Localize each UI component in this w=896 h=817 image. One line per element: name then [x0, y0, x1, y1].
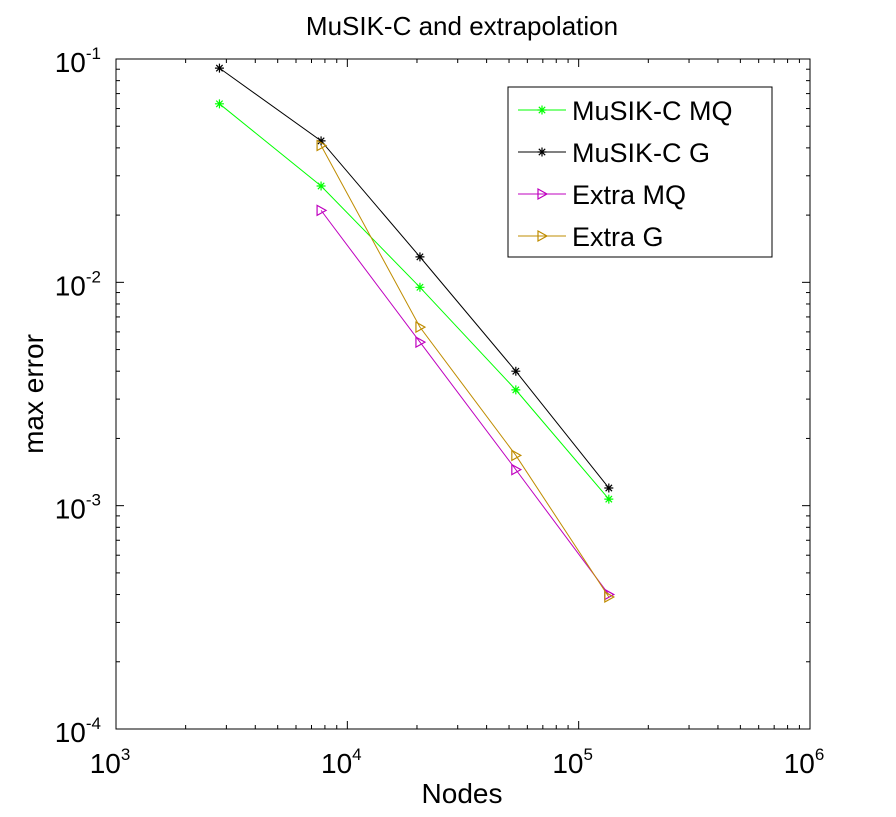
y-tick-label: 10-4: [55, 714, 101, 748]
data-point: [214, 99, 224, 109]
x-tick-label: 106: [784, 745, 825, 779]
data-point: [415, 321, 427, 334]
data-point: [511, 449, 523, 462]
series-line: [320, 145, 610, 598]
legend: MuSIK-C MQ MuSIK-C G Extra MQ Extra G: [507, 86, 773, 258]
data-point: [604, 494, 614, 504]
data-point: [316, 139, 328, 152]
data-point: [511, 385, 521, 395]
data-point: [316, 136, 326, 146]
data-point: [214, 63, 224, 73]
axis-ticks: 103 104 105 106 10-4 10-3 10-2 10-1: [55, 44, 825, 779]
legend-marker: [537, 105, 547, 115]
x-tick-label: 105: [552, 745, 593, 779]
series-1: [214, 63, 614, 493]
series-layer: [214, 63, 616, 604]
data-point: [604, 590, 616, 604]
series-3: [316, 139, 616, 604]
data-point: [316, 204, 328, 217]
data-point: [415, 252, 425, 262]
x-tick-label: 104: [321, 745, 362, 779]
legend-label: MuSIK-C MQ: [572, 96, 733, 126]
y-axis-label: max error: [18, 334, 49, 454]
data-point: [604, 483, 614, 493]
legend-label: MuSIK-C G: [572, 138, 710, 168]
series-line: [320, 210, 610, 595]
data-point: [511, 366, 521, 376]
data-point: [316, 181, 326, 191]
legend-label: Extra MQ: [572, 180, 686, 210]
series-0: [214, 99, 614, 504]
y-tick-label: 10-3: [55, 491, 101, 525]
data-point: [415, 282, 425, 292]
legend-marker: [537, 147, 547, 157]
y-tick-label: 10-2: [55, 267, 101, 301]
legend-marker: [537, 187, 549, 201]
x-axis-label: Nodes: [422, 778, 503, 809]
x-tick-label: 103: [90, 745, 131, 779]
legend-marker: [537, 229, 549, 243]
y-tick-label: 10-1: [55, 44, 101, 78]
legend-box: [507, 86, 773, 258]
data-point: [511, 463, 523, 476]
legend-label: Extra G: [572, 222, 664, 252]
chart-title: MuSIK-C and extrapolation: [306, 11, 618, 41]
data-point: [415, 336, 427, 349]
